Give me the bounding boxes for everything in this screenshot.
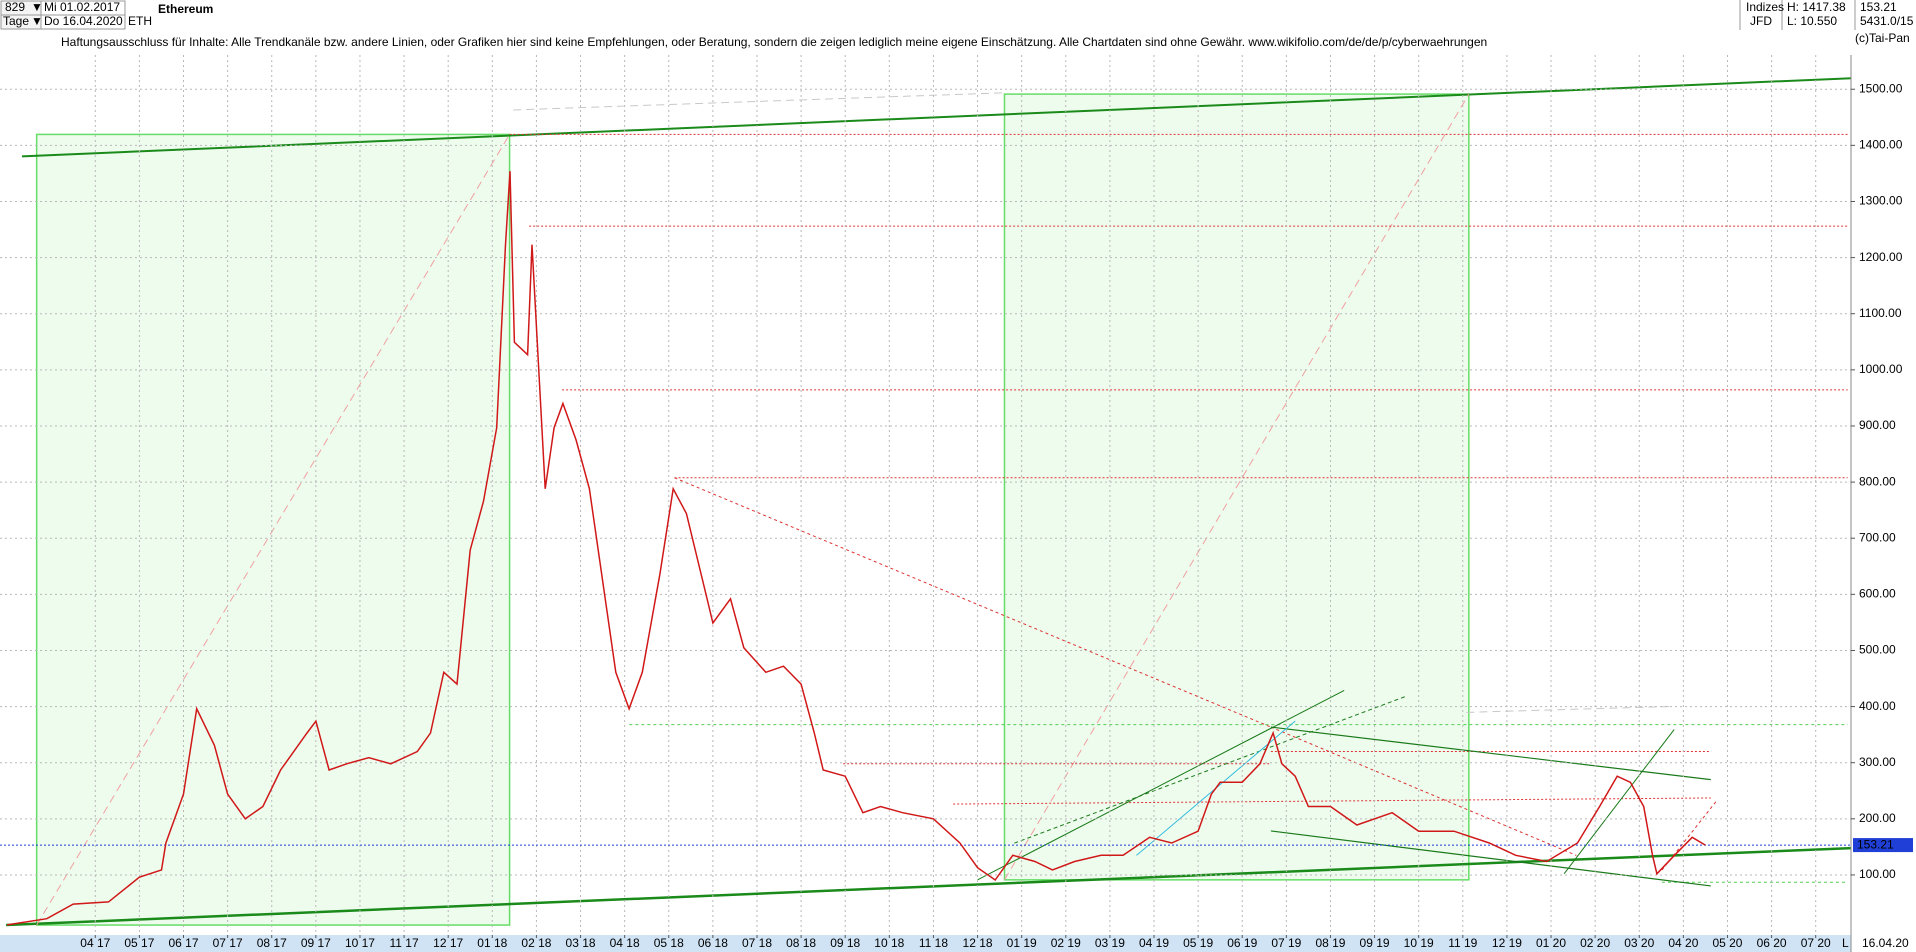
- trend-line: [36, 134, 511, 926]
- x-tick-label: 02 18: [521, 936, 551, 950]
- x-tick-label: 10 17: [345, 936, 375, 950]
- trend-line: [1563, 729, 1675, 875]
- x-tick-label: 07 20: [1801, 936, 1831, 950]
- volume: 5431.0/15: [1860, 14, 1914, 28]
- x-tick-label: 10 19: [1404, 936, 1434, 950]
- trend-line: [1270, 726, 1711, 781]
- low: L: 10.550: [1787, 14, 1837, 28]
- x-tick-label: 06 18: [698, 936, 728, 950]
- x-tick-label: 08 17: [257, 936, 287, 950]
- y-tick-label: 1200.00: [1859, 250, 1903, 264]
- x-tick-label: 06 19: [1227, 936, 1257, 950]
- y-tick-label: 600.00: [1859, 587, 1896, 601]
- y-tick-label: 900.00: [1859, 418, 1896, 432]
- x-tick-label: 01 20: [1536, 936, 1566, 950]
- x-tick-label: 06 17: [168, 936, 198, 950]
- trend-line: [21, 77, 1852, 158]
- x-tick-label: 03 19: [1095, 936, 1125, 950]
- x-tick-label: 03 18: [566, 936, 596, 950]
- y-tick-label: 800.00: [1859, 474, 1896, 488]
- x-tick-label: 04 17: [80, 936, 110, 950]
- x-tick-label: 06 20: [1757, 936, 1787, 950]
- annotations: [6, 77, 1852, 927]
- period[interactable]: Tage: [3, 14, 29, 28]
- trend-line: [1466, 705, 1675, 713]
- y-tick-label: 1000.00: [1859, 362, 1903, 376]
- dropdown-arrow[interactable]: ▼: [31, 0, 43, 14]
- y-tick-label: 200.00: [1859, 811, 1896, 825]
- category: Indizes: [1746, 0, 1784, 14]
- plot: [0, 55, 1851, 935]
- x-tick-label: 04 20: [1668, 936, 1698, 950]
- price-line: [6, 171, 1706, 926]
- x-tick-label: 01 18: [477, 936, 507, 950]
- trend-line: [513, 92, 1003, 111]
- high: H: 1417.38: [1787, 0, 1846, 14]
- y-tick-label: 1100.00: [1859, 306, 1902, 320]
- instrument-name: Ethereum: [158, 2, 213, 16]
- x-tick-label: 05 17: [124, 936, 154, 950]
- bar-count[interactable]: 829: [5, 0, 25, 14]
- symbol: ETH: [128, 14, 152, 28]
- y-tick-label: 400.00: [1859, 699, 1896, 713]
- trend-line: [1004, 93, 1470, 881]
- x-tick-label: 10 18: [874, 936, 904, 950]
- end-date-label: 16.04.20: [1862, 936, 1909, 950]
- copyright: (c)Tai-Pan: [1855, 31, 1910, 45]
- x-tick-label: 04 19: [1139, 936, 1169, 950]
- x-tick-label: 05 20: [1712, 936, 1742, 950]
- header-band: [0, 0, 1916, 55]
- last-price-label: 153.21: [1857, 837, 1894, 851]
- x-tick-label: 11 17: [390, 936, 419, 950]
- x-axis-bar: [0, 935, 1851, 952]
- x-tick-label: 03 20: [1624, 936, 1654, 950]
- scale-label: L: [1842, 936, 1849, 950]
- x-tick-label: 04 18: [610, 936, 640, 950]
- last-price: 153.21: [1860, 0, 1897, 14]
- y-tick-label: 700.00: [1859, 530, 1896, 544]
- x-tick-label: 07 17: [213, 936, 243, 950]
- x-tick-label: 07 19: [1271, 936, 1301, 950]
- y-tick-label: 300.00: [1859, 755, 1896, 769]
- x-tick-label: 12 17: [433, 936, 463, 950]
- x-tick-label: 05 18: [654, 936, 684, 950]
- x-tick-label: 02 19: [1051, 936, 1081, 950]
- end-date: Do 16.04.2020: [44, 14, 123, 28]
- y-axis-panel: [1851, 0, 1916, 952]
- y-tick-label: 500.00: [1859, 643, 1896, 657]
- dropdown-arrow[interactable]: ▼: [31, 14, 43, 28]
- x-tick-label: 11 18: [919, 936, 948, 950]
- y-tick-label: 1500.00: [1859, 81, 1903, 95]
- y-tick-label: 1300.00: [1859, 194, 1903, 208]
- x-tick-label: 05 19: [1183, 936, 1213, 950]
- x-tick-label: 02 20: [1580, 936, 1610, 950]
- box: [40, 14, 126, 30]
- trend-line: [1270, 726, 1577, 856]
- x-tick-label: 01 19: [1007, 936, 1037, 950]
- x-tick-label: 11 19: [1448, 936, 1477, 950]
- last-price-box: [1853, 838, 1913, 853]
- disclaimer: Haftungsausschluss für Inhalte: Alle Tre…: [61, 35, 1487, 49]
- x-tick-label: 09 19: [1360, 936, 1390, 950]
- y-tick-label: 100.00: [1859, 867, 1896, 881]
- x-tick-label: 08 18: [786, 936, 816, 950]
- x-tick-label: 09 17: [301, 936, 331, 950]
- x-tick-label: 08 19: [1315, 936, 1345, 950]
- exchange: JFD: [1750, 14, 1772, 28]
- start-date: Mi 01.02.2017: [44, 0, 120, 14]
- trend-line: [1270, 830, 1711, 887]
- trend-line: [977, 689, 1345, 881]
- x-tick-label: 12 18: [963, 936, 993, 950]
- x-tick-label: 07 18: [742, 936, 772, 950]
- x-tick-label: 09 18: [830, 936, 860, 950]
- x-tick-label: 12 19: [1492, 936, 1522, 950]
- y-tick-label: 1400.00: [1859, 138, 1903, 152]
